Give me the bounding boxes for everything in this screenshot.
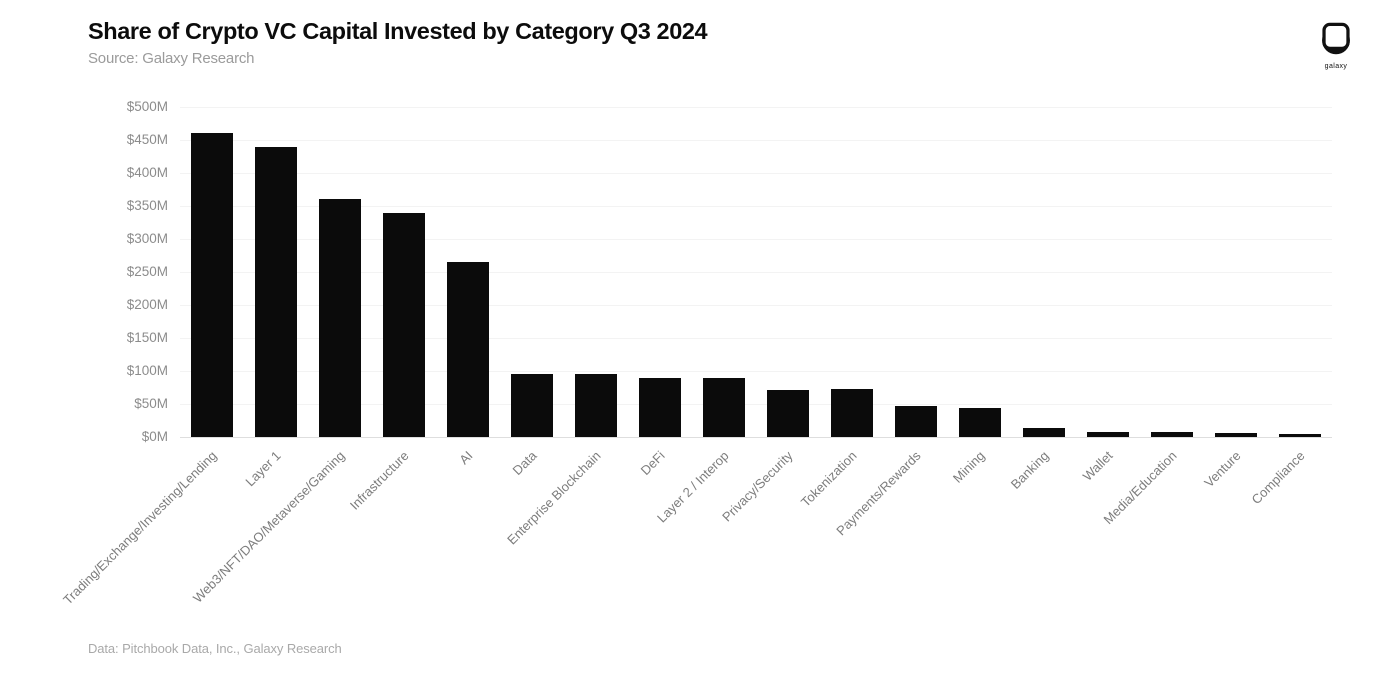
x-axis-category-label: Layer 2 / Interop [654,448,732,526]
y-axis-tick-label: $300M [126,231,168,246]
bar-layer-2-interop [703,378,745,437]
x-axis-category-label: Banking [1007,448,1052,492]
bar-mining [959,408,1001,437]
gridline [180,404,1332,405]
y-axis-tick-label: $350M [126,198,168,213]
x-axis-category-label: Enterprise Blockchain [504,448,604,548]
x-axis-category-label: Privacy/Security [719,448,796,525]
bar-venture [1215,433,1257,437]
bar-layer-1 [255,146,297,437]
bar-enterprise-blockchain [575,373,617,437]
gridline [180,173,1332,174]
bar-media-education [1151,432,1193,437]
x-axis-category-label: Wallet [1079,448,1116,484]
chart-title: Share of Crypto VC Capital Invested by C… [88,18,708,44]
gridline [180,272,1332,273]
y-axis-tick-label: $0M [141,429,168,444]
galaxy-logo-label: galaxy [1324,63,1348,70]
bar-trading-exchange-investing-lending [191,133,233,437]
bar-tokenization [831,388,873,437]
y-axis-tick-label: $100M [126,363,168,378]
data-attribution: Data: Pitchbook Data, Inc., Galaxy Resea… [88,641,342,656]
y-axis-tick-label: $150M [126,330,168,345]
bar-data [511,374,553,437]
bar-payments-rewards [895,406,937,437]
x-axis-category-label: Payments/Rewards [833,448,924,539]
y-axis-tick-label: $500M [126,99,168,114]
bar-web3-nft-dao-metaverse-gaming [319,199,361,437]
x-axis-category-label: DeFi [637,448,668,479]
chart-subtitle: Source: Galaxy Research [88,50,255,67]
x-axis-category-label: Venture [1201,448,1244,491]
x-axis-category-label: Mining [949,448,988,486]
gridline [180,206,1332,207]
x-axis-baseline [180,437,1332,438]
y-axis-tick-label: $50M [134,396,168,411]
bar-ai [447,262,489,437]
bar-defi [639,377,681,437]
gridline [180,107,1332,108]
x-axis-category-label: Media/Education [1100,448,1180,528]
bar-wallet [1087,432,1129,437]
galaxy-logo-icon [1318,21,1354,62]
galaxy-logo: galaxy [1312,21,1360,70]
bar-privacy-security [767,390,809,437]
gridline [180,338,1332,339]
bar-infrastructure [383,212,425,437]
bar-compliance [1279,434,1321,437]
gridline [180,140,1332,141]
y-axis-tick-label: $450M [126,132,168,147]
gridline [180,239,1332,240]
x-axis-category-label: Compliance [1248,448,1308,508]
x-axis-category-label: Tokenization [797,448,860,510]
gridline [180,371,1332,372]
gridline [180,305,1332,306]
bar-banking [1023,428,1065,437]
y-axis-tick-label: $250M [126,264,168,279]
y-axis-tick-label: $400M [126,165,168,180]
y-axis-tick-label: $200M [126,297,168,312]
